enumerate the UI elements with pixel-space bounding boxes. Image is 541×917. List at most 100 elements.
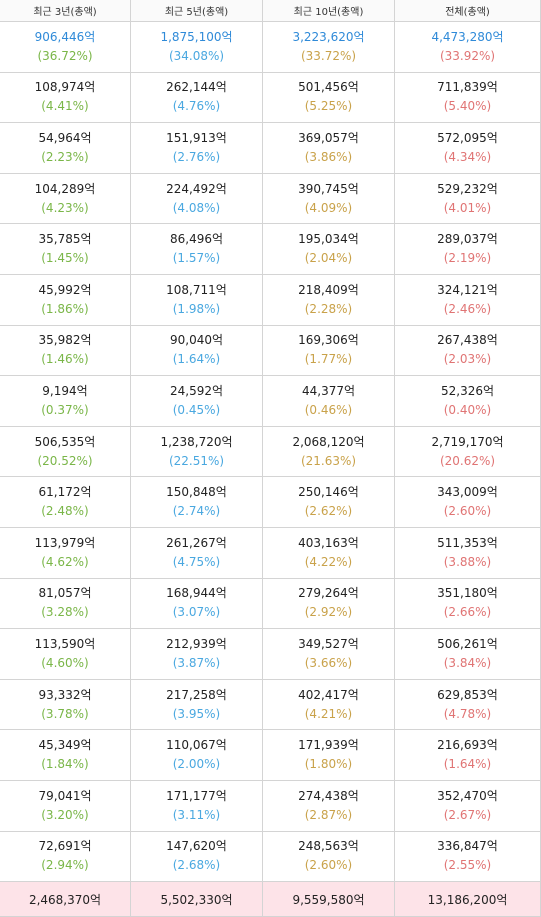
amount: 279,264억 bbox=[298, 586, 359, 601]
table-cell: 212,939억 (3.87%) bbox=[131, 629, 263, 680]
amount: 147,620억 bbox=[166, 839, 227, 854]
table-cell: 506,261억 (3.84%) bbox=[395, 629, 541, 680]
table-cell: 113,590억 (4.60%) bbox=[0, 629, 131, 680]
share: (3.95%) bbox=[172, 706, 221, 721]
amount: 108,974억 bbox=[34, 80, 96, 95]
amount: 1,875,100억 bbox=[160, 29, 233, 44]
amount: 217,258억 bbox=[166, 687, 227, 702]
share: (2.03%) bbox=[443, 352, 492, 367]
table-cell: 216,693억 (1.64%) bbox=[395, 730, 541, 781]
table-cell: 86,496억 (1.57%) bbox=[131, 224, 263, 275]
amount: 79,041억 bbox=[38, 788, 92, 803]
share: (3.87%) bbox=[172, 655, 221, 670]
amount: 24,592억 bbox=[169, 383, 224, 398]
amount: 349,527억 bbox=[298, 636, 359, 651]
total-cell: 5,502,330억 bbox=[131, 882, 263, 917]
table-cell: 351,180억 (2.66%) bbox=[395, 578, 541, 630]
amount: 104,289억 bbox=[34, 181, 96, 196]
share: (34.08%) bbox=[168, 48, 225, 63]
amount: 86,496억 bbox=[169, 232, 224, 247]
table-cell: 217,258억 (3.95%) bbox=[131, 679, 263, 731]
table-cell: 262,144억 (4.76%) bbox=[131, 72, 263, 124]
share: (2.19%) bbox=[443, 251, 492, 266]
table-cell: 72,691억 (2.94%) bbox=[0, 831, 131, 883]
amount: 212,939억 bbox=[166, 636, 227, 651]
table-cell: 218,409억 (2.28%) bbox=[263, 275, 395, 326]
share: (2.60%) bbox=[304, 858, 353, 873]
share: (2.92%) bbox=[304, 605, 353, 620]
share: (1.77%) bbox=[304, 352, 353, 367]
share: (4.22%) bbox=[304, 554, 353, 569]
share: (1.64%) bbox=[172, 352, 221, 367]
amount: 262,144억 bbox=[166, 80, 227, 95]
amount: 343,009억 bbox=[437, 485, 498, 500]
table-cell: 44,377억 (0.46%) bbox=[263, 376, 395, 427]
table-cell: 250,146억 (2.62%) bbox=[263, 477, 395, 528]
amount: 72,691억 bbox=[38, 839, 92, 854]
share: (1.80%) bbox=[304, 757, 353, 772]
amount: 151,913억 bbox=[166, 130, 227, 145]
share: (20.52%) bbox=[37, 453, 93, 468]
table-cell: 529,232억 (4.01%) bbox=[395, 173, 541, 225]
share: (2.55%) bbox=[443, 858, 492, 873]
table-cell: 168,944억 (3.07%) bbox=[131, 578, 263, 630]
table-cell: 3,223,620억 (33.72%) bbox=[263, 22, 395, 73]
amount: 54,964억 bbox=[38, 130, 92, 145]
share: (1.57%) bbox=[172, 251, 221, 266]
table-cell: 90,040억 (1.64%) bbox=[131, 325, 263, 377]
table-cell: 274,438억 (2.87%) bbox=[263, 781, 395, 832]
share: (0.45%) bbox=[172, 402, 221, 417]
table-cell: 501,456억 (5.25%) bbox=[263, 72, 395, 124]
share: (2.48%) bbox=[41, 504, 89, 519]
amount: 195,034억 bbox=[298, 232, 359, 247]
table-cell: 169,306억 (1.77%) bbox=[263, 325, 395, 377]
table-cell: 45,992억 (1.86%) bbox=[0, 275, 131, 326]
amount: 90,040억 bbox=[169, 333, 224, 348]
share: (2.04%) bbox=[304, 251, 353, 266]
share: (2.46%) bbox=[443, 301, 492, 316]
amount: 351,180억 bbox=[437, 586, 498, 601]
share: (4.09%) bbox=[304, 200, 353, 215]
share: (3.84%) bbox=[443, 655, 492, 670]
share: (2.87%) bbox=[304, 807, 353, 822]
table-cell: 4,473,280억 (33.92%) bbox=[395, 22, 541, 73]
amount: 224,492억 bbox=[166, 181, 227, 196]
table-cell: 349,527억 (3.66%) bbox=[263, 629, 395, 680]
share: (5.40%) bbox=[443, 99, 492, 114]
table-cell: 572,095억 (4.34%) bbox=[395, 123, 541, 174]
total-cell: 13,186,200억 bbox=[395, 882, 541, 917]
share: (2.67%) bbox=[443, 807, 492, 822]
amount: 506,535억 bbox=[34, 434, 96, 449]
share: (2.94%) bbox=[41, 858, 89, 873]
table-cell: 35,785억 (1.45%) bbox=[0, 224, 131, 275]
share: (4.41%) bbox=[41, 99, 89, 114]
share: (1.46%) bbox=[41, 352, 89, 367]
share: (33.92%) bbox=[439, 48, 496, 63]
amount: 352,470억 bbox=[437, 788, 498, 803]
share: (4.08%) bbox=[172, 200, 221, 215]
share: (3.78%) bbox=[41, 706, 89, 721]
share: (2.68%) bbox=[172, 858, 221, 873]
share: (1.86%) bbox=[41, 301, 89, 316]
amount: 529,232억 bbox=[437, 181, 498, 196]
share: (5.25%) bbox=[304, 99, 353, 114]
amount: 113,979억 bbox=[34, 535, 96, 550]
share: (3.07%) bbox=[172, 605, 221, 620]
share: (4.76%) bbox=[172, 99, 221, 114]
table-cell: 324,121억 (2.46%) bbox=[395, 275, 541, 326]
table-cell: 369,057억 (3.86%) bbox=[263, 123, 395, 174]
share: (0.37%) bbox=[41, 402, 89, 417]
amount: 403,163억 bbox=[298, 535, 359, 550]
table-cell: 24,592억 (0.45%) bbox=[131, 376, 263, 427]
share: (20.62%) bbox=[439, 453, 496, 468]
table-cell: 343,009억 (2.60%) bbox=[395, 477, 541, 528]
table-cell: 79,041억 (3.20%) bbox=[0, 781, 131, 832]
table-cell: 2,719,170억 (20.62%) bbox=[395, 426, 541, 478]
total-cell: 9,559,580억 bbox=[263, 882, 395, 917]
amount: 150,848억 bbox=[166, 485, 227, 500]
table-cell: 113,979억 (4.62%) bbox=[0, 528, 131, 579]
table-cell: 1,238,720억 (22.51%) bbox=[131, 426, 263, 478]
share: (4.62%) bbox=[41, 554, 89, 569]
share: (36.72%) bbox=[37, 48, 93, 63]
amount: 169,306억 bbox=[298, 333, 359, 348]
